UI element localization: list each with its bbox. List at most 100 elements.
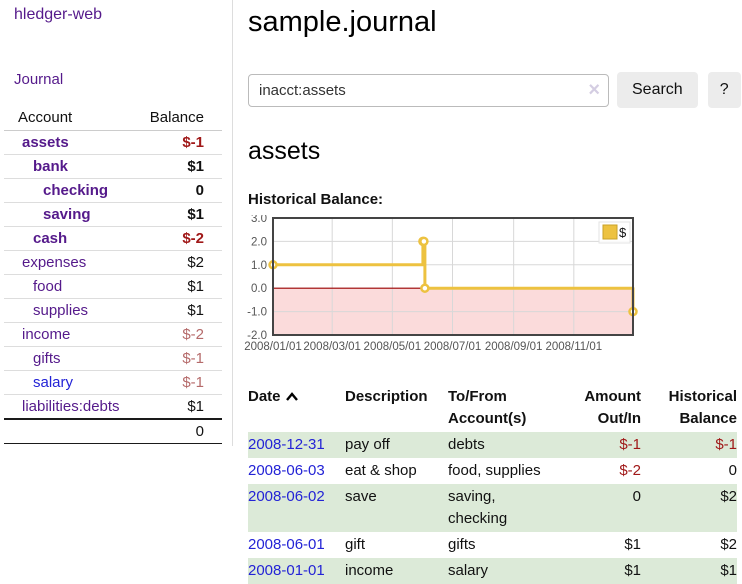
account-link[interactable]: saving	[43, 206, 91, 223]
transaction-date-link[interactable]: 2008-12-31	[248, 436, 325, 453]
transaction-amount-cell: 0	[632, 488, 641, 505]
account-balance: $1	[138, 154, 222, 179]
account-link[interactable]: liabilities:debts	[22, 398, 120, 415]
page-title: sample.journal	[248, 6, 437, 38]
transaction-row: 2008-06-03 eat & shop food, supplies $-2 0	[248, 458, 737, 484]
account-balance: $1	[138, 274, 222, 299]
transaction-balance-cell: $-1	[715, 436, 737, 453]
account-row: bank $1	[4, 154, 222, 179]
transaction-row: 2008-12-31 pay off debts $-1 $-1	[248, 432, 737, 458]
account-balance: $-1	[138, 370, 222, 395]
account-balance: $1	[138, 202, 222, 227]
transaction-balance-cell: 0	[728, 462, 737, 479]
transaction-amount-cell: $1	[624, 536, 641, 553]
svg-text:2008/03/01: 2008/03/01	[303, 341, 361, 353]
svg-text:2.0: 2.0	[251, 236, 267, 248]
transaction-accounts-cell: saving, checking	[448, 488, 508, 527]
transaction-accounts-cell: gifts	[448, 536, 476, 553]
svg-text:$: $	[619, 225, 627, 240]
svg-text:1.0: 1.0	[251, 260, 267, 272]
transaction-date-link[interactable]: 2008-06-03	[248, 462, 325, 479]
transaction-description-cell: pay off	[345, 436, 390, 453]
transaction-date-cell: 2008-12-31	[248, 432, 345, 458]
transaction-description-cell: gift	[345, 536, 366, 553]
help-button[interactable]: ?	[707, 72, 741, 108]
transaction-accounts-cell: debts	[448, 436, 485, 453]
transaction-date-link[interactable]: 2008-06-02	[248, 488, 325, 505]
transaction-balance-cell: $2	[720, 536, 737, 553]
svg-text:0.0: 0.0	[251, 283, 267, 295]
transaction-date-cell: 2008-06-03	[248, 458, 345, 484]
register-header-row: Date Description To/From Account(s) Amou…	[248, 384, 737, 432]
transaction-row: 2008-01-01 income salary $1 $1	[248, 558, 737, 584]
transaction-amount-cell: $-1	[619, 436, 641, 453]
search-input-wrap: ×	[248, 73, 609, 107]
account-row: cash $-2	[4, 226, 222, 251]
svg-text:2008/11/01: 2008/11/01	[545, 341, 602, 353]
transaction-description-cell: save	[345, 488, 377, 505]
account-link[interactable]: checking	[43, 182, 109, 199]
account-link[interactable]: food	[33, 278, 63, 295]
balance-column-header-register: Historical Balance	[668, 388, 737, 427]
account-link[interactable]: income	[22, 326, 71, 343]
account-link[interactable]: supplies	[33, 302, 89, 319]
transaction-accounts-cell: salary	[448, 562, 489, 579]
account-balance: $-1	[138, 130, 222, 155]
transaction-date-cell: 2008-06-01	[248, 532, 345, 558]
accounts-column-header: To/From Account(s)	[448, 388, 527, 427]
account-total-row: 0	[4, 418, 222, 444]
transaction-date-link[interactable]: 2008-06-01	[248, 536, 325, 553]
svg-text:3.0: 3.0	[251, 215, 267, 225]
account-link[interactable]: gifts	[33, 350, 61, 367]
svg-text:2008/01/01: 2008/01/01	[244, 341, 302, 353]
sidebar-item-journal[interactable]: Journal	[14, 71, 64, 88]
transaction-amount-cell: $-2	[619, 462, 641, 479]
account-table-body: assets $-1 bank $1 checking 0 saving $1 cash $-2 e…	[4, 130, 222, 444]
account-row: gifts $-1	[4, 346, 222, 371]
account-link[interactable]: assets	[22, 134, 69, 151]
account-row: income $-2	[4, 322, 222, 347]
chart-title: Historical Balance:	[248, 191, 384, 208]
chart-container: $3.0 2.0 1.0 0.0 -1.0 -2.0 2008/01/01 2008/03/0…	[240, 213, 741, 362]
account-balance: $1	[138, 298, 222, 323]
account-row: liabilities:debts $1	[4, 395, 222, 420]
account-column-header: Account	[4, 106, 139, 131]
date-column-header[interactable]: Date	[248, 384, 345, 432]
sidebar: hledger-web Journal Account Balance asse…	[0, 0, 233, 446]
transaction-balance-cell: $1	[720, 562, 737, 579]
clear-search-icon[interactable]: ×	[588, 78, 600, 101]
transaction-row: 2008-06-01 gift gifts $1 $2	[248, 532, 737, 558]
svg-text:2008/05/01: 2008/05/01	[364, 341, 422, 353]
account-row: expenses $2	[4, 250, 222, 275]
account-row: assets $-1	[4, 130, 222, 155]
transaction-amount-cell: $1	[624, 562, 641, 579]
account-row: checking 0	[4, 178, 222, 203]
transaction-description-cell: income	[345, 562, 394, 579]
svg-text:-2.0: -2.0	[247, 330, 267, 342]
app-title-link[interactable]: hledger-web	[14, 6, 103, 23]
amount-column-header: Amount Out/In	[584, 388, 641, 427]
account-balance: $-1	[138, 346, 222, 371]
account-tree-header-row: Account Balance	[4, 106, 222, 131]
account-row: salary $-1	[4, 370, 222, 395]
transaction-date-cell: 2008-01-01	[248, 558, 345, 584]
description-column-header: Description	[345, 388, 428, 405]
account-link[interactable]: salary	[33, 374, 74, 391]
register-table-body: 2008-12-31 pay off debts $-1 $-1 2008-06-03 ea…	[248, 432, 737, 584]
transaction-description-cell: eat & shop	[345, 462, 417, 479]
account-row: food $1	[4, 274, 222, 299]
search-input[interactable]	[248, 73, 609, 107]
transaction-date-cell: 2008-06-02	[248, 484, 345, 532]
account-link[interactable]: bank	[33, 158, 69, 175]
search-button[interactable]: Search	[617, 72, 698, 108]
account-row: saving $1	[4, 202, 222, 227]
main-content: sample.journal × Search ? assets Histori…	[233, 0, 741, 584]
balance-column-header: Balance	[138, 106, 222, 131]
account-link[interactable]: expenses	[22, 254, 87, 271]
account-total-balance: 0	[138, 418, 222, 444]
transaction-date-link[interactable]: 2008-01-01	[248, 562, 325, 579]
account-link[interactable]: cash	[33, 230, 68, 247]
account-row: supplies $1	[4, 298, 222, 323]
